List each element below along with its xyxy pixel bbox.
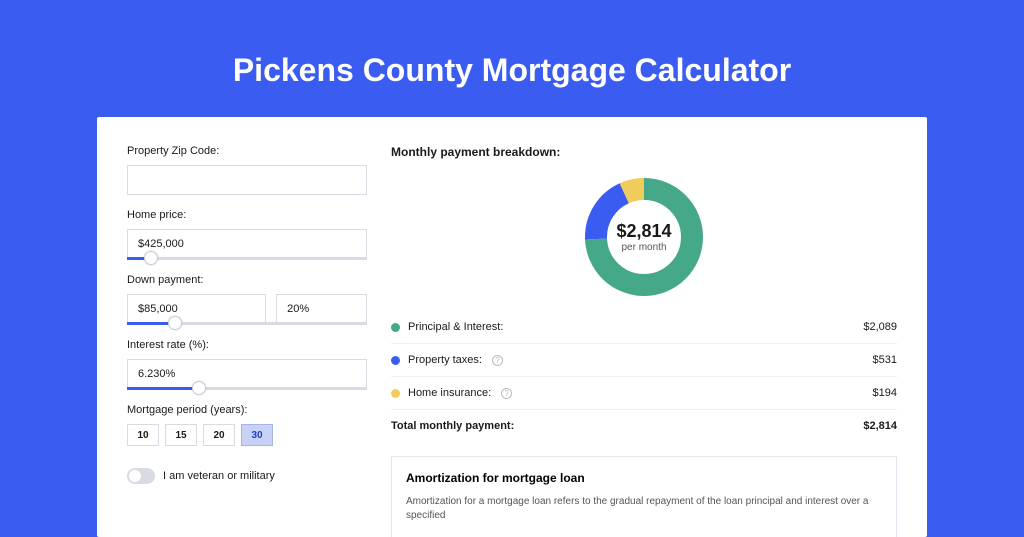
legend-amount: $194 xyxy=(873,387,897,399)
period-label: Mortgage period (years): xyxy=(127,404,367,416)
legend-row-principal_interest: Principal & Interest: $2,089 xyxy=(391,311,897,343)
home-price-slider[interactable] xyxy=(127,257,367,260)
veteran-toggle[interactable] xyxy=(127,468,155,484)
calculator-card: Property Zip Code: Home price: Down paym… xyxy=(97,117,927,537)
total-label: Total monthly payment: xyxy=(391,420,514,432)
total-row: Total monthly payment: $2,814 xyxy=(391,409,897,442)
legend-label: Principal & Interest: xyxy=(408,321,503,333)
legend-dot-icon xyxy=(391,356,400,365)
home-price-slider-thumb[interactable] xyxy=(144,251,158,265)
zip-input[interactable] xyxy=(127,165,367,195)
legend-label: Property taxes: xyxy=(408,354,482,366)
period-btn-15[interactable]: 15 xyxy=(165,424,197,446)
amortization-text: Amortization for a mortgage loan refers … xyxy=(406,495,882,523)
interest-rate-slider[interactable] xyxy=(127,387,367,390)
info-icon[interactable]: ? xyxy=(501,388,512,399)
breakdown-title: Monthly payment breakdown: xyxy=(391,145,897,159)
info-icon[interactable]: ? xyxy=(492,355,503,366)
down-payment-slider[interactable] xyxy=(127,322,367,325)
amortization-title: Amortization for mortgage loan xyxy=(406,471,882,485)
home-price-label: Home price: xyxy=(127,209,367,221)
interest-rate-slider-thumb[interactable] xyxy=(192,381,206,395)
donut-center-sub: per month xyxy=(621,242,666,253)
veteran-row: I am veteran or military xyxy=(127,468,367,484)
home-price-input[interactable] xyxy=(127,229,367,259)
legend-amount: $2,089 xyxy=(863,321,897,333)
form-column: Property Zip Code: Home price: Down paym… xyxy=(127,145,367,517)
legend-row-property_taxes: Property taxes:? $531 xyxy=(391,343,897,376)
period-btn-20[interactable]: 20 xyxy=(203,424,235,446)
down-payment-pct-input[interactable] xyxy=(276,294,367,324)
donut-chart: $2,814 per month xyxy=(584,177,704,297)
period-btn-30[interactable]: 30 xyxy=(241,424,273,446)
legend-row-home_insurance: Home insurance:? $194 xyxy=(391,376,897,409)
page-title: Pickens County Mortgage Calculator xyxy=(0,0,1024,117)
legend-label: Home insurance: xyxy=(408,387,491,399)
zip-label: Property Zip Code: xyxy=(127,145,367,157)
down-payment-input[interactable] xyxy=(127,294,266,324)
interest-rate-label: Interest rate (%): xyxy=(127,339,367,351)
down-payment-block: Down payment: xyxy=(127,274,367,325)
interest-rate-block: Interest rate (%): xyxy=(127,339,367,390)
period-btn-10[interactable]: 10 xyxy=(127,424,159,446)
zip-field-block: Property Zip Code: xyxy=(127,145,367,195)
down-payment-slider-thumb[interactable] xyxy=(168,316,182,330)
amortization-box: Amortization for mortgage loan Amortizat… xyxy=(391,456,897,537)
interest-rate-input[interactable] xyxy=(127,359,367,389)
donut-center-value: $2,814 xyxy=(616,221,671,242)
total-amount: $2,814 xyxy=(863,420,897,432)
legend-amount: $531 xyxy=(873,354,897,366)
legend-dot-icon xyxy=(391,323,400,332)
legend-dot-icon xyxy=(391,389,400,398)
down-payment-label: Down payment: xyxy=(127,274,367,286)
veteran-label: I am veteran or military xyxy=(163,470,275,482)
donut-chart-wrap: $2,814 per month xyxy=(391,171,897,311)
period-block: Mortgage period (years): 10 15 20 30 xyxy=(127,404,367,446)
home-price-block: Home price: xyxy=(127,209,367,260)
breakdown-column: Monthly payment breakdown: $2,814 per mo… xyxy=(391,145,897,517)
